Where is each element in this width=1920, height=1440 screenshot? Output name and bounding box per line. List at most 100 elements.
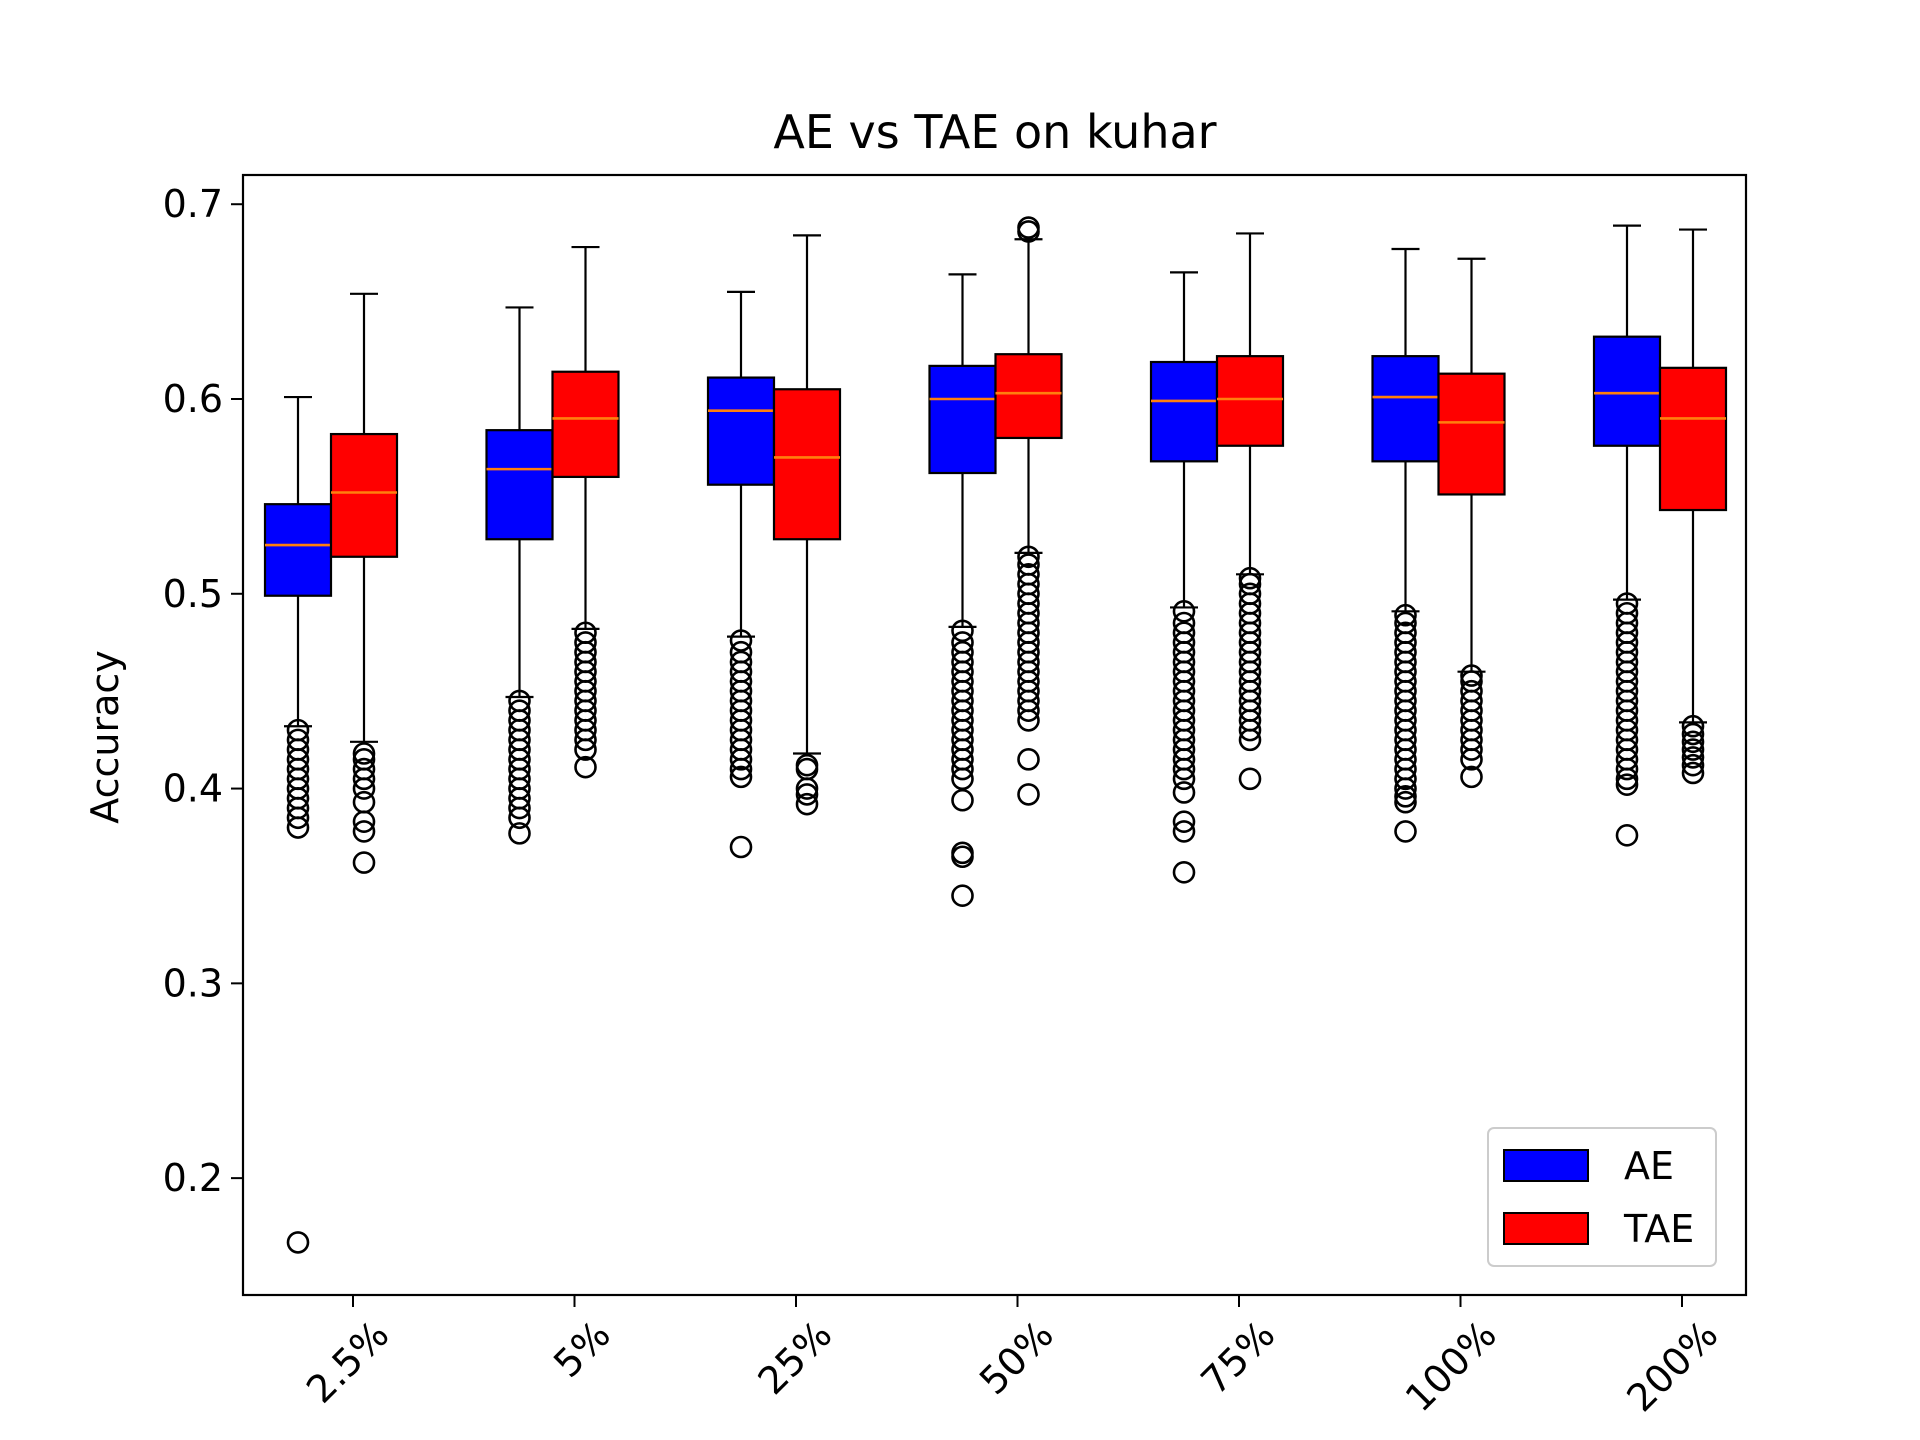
outlier-point <box>352 820 376 843</box>
box-body <box>706 376 776 486</box>
box-body <box>1658 366 1728 512</box>
outlier-point <box>352 790 376 814</box>
outlier-point <box>1394 767 1417 791</box>
outlier-point <box>508 806 531 830</box>
y-axis: 0.2 0.3 0.4 0.5 0.6 0.7 <box>163 182 243 1200</box>
tae-box-25- <box>772 234 842 816</box>
tae-box-50- <box>994 216 1063 806</box>
outlier-point <box>1172 781 1196 804</box>
outlier-point <box>352 767 376 791</box>
outlier-point <box>1460 765 1483 789</box>
legend: AE TAE <box>1487 1127 1717 1267</box>
outlier-point <box>1017 709 1040 732</box>
outlier-point <box>1681 722 1705 746</box>
box-body <box>1215 355 1285 447</box>
legend-label-ae: AE <box>1624 1144 1674 1188</box>
outlier-point <box>1017 748 1040 771</box>
outlier-point <box>1238 566 1262 590</box>
outlier-point <box>951 757 974 781</box>
box-body <box>551 370 620 479</box>
x-tick-label: 5% <box>545 1312 619 1386</box>
y-axis-label: Accuracy <box>83 650 127 824</box>
outlier-point <box>1017 783 1040 806</box>
outlier-point <box>1681 753 1705 777</box>
outlier-point <box>729 835 753 859</box>
outlier-point <box>1615 757 1639 781</box>
outlier-point <box>1172 810 1196 833</box>
outlier-point <box>352 777 376 800</box>
outlier-point <box>1681 738 1705 761</box>
outlier-point <box>1172 820 1196 843</box>
outlier-point <box>1172 861 1196 884</box>
x-tick-label: 100% <box>1397 1312 1505 1420</box>
outlier-point <box>574 728 597 752</box>
box-body <box>485 429 554 541</box>
outlier-point <box>1615 824 1639 847</box>
outlier-point <box>1615 773 1639 796</box>
box-body <box>994 353 1063 440</box>
chart-title: AE vs TAE on kuhar <box>773 105 1216 159</box>
outlier-point <box>729 765 753 789</box>
outlier-point <box>729 629 753 652</box>
legend-swatch-ae <box>1503 1149 1589 1182</box>
box-body <box>772 388 842 541</box>
outlier-point <box>729 748 753 771</box>
outlier-point <box>1172 757 1196 781</box>
tae-box-2-5- <box>329 292 399 874</box>
y-tick-label: 0.6 <box>163 377 223 421</box>
outlier-point <box>951 788 974 812</box>
outlier-point <box>352 851 376 874</box>
x-tick-label: 200% <box>1618 1312 1726 1420</box>
outlier-point <box>1017 699 1040 722</box>
ae-box-75- <box>1149 271 1219 884</box>
x-tick-label: 25% <box>750 1312 841 1403</box>
outlier-point <box>286 1231 310 1254</box>
outlier-point <box>1238 728 1262 752</box>
outlier-point <box>286 816 310 839</box>
outlier-point <box>1681 746 1705 769</box>
outlier-point <box>1460 748 1483 771</box>
outlier-point <box>1238 767 1262 791</box>
y-tick-label: 0.7 <box>163 182 223 226</box>
outlier-point <box>574 755 597 779</box>
box-body <box>329 432 399 558</box>
ae-box-50- <box>928 273 997 907</box>
tae-box-75- <box>1215 232 1285 791</box>
outlier-point <box>352 742 376 765</box>
outlier-point <box>1172 767 1196 791</box>
y-tick-label: 0.4 <box>163 767 223 811</box>
y-tick-label: 0.2 <box>163 1156 223 1200</box>
legend-swatch-tae <box>1503 1212 1589 1245</box>
outlier-point <box>352 810 376 833</box>
outlier-point <box>795 792 819 816</box>
outlier-point <box>1681 761 1705 785</box>
outlier-point <box>1172 600 1196 623</box>
outlier-point <box>508 796 531 820</box>
y-tick-label: 0.3 <box>163 961 223 1005</box>
outlier-point <box>508 822 531 845</box>
y-tick-label: 0.5 <box>163 572 223 616</box>
outlier-point <box>1615 767 1639 791</box>
outlier-point <box>286 806 310 830</box>
outlier-point <box>1394 777 1417 800</box>
outlier-point <box>574 738 597 761</box>
ae-box-5- <box>485 306 554 845</box>
x-tick-label: 50% <box>971 1312 1062 1403</box>
outlier-point <box>1681 714 1705 738</box>
plot-area <box>263 216 1728 1254</box>
tae-box-200- <box>1658 228 1728 785</box>
outlier-point <box>795 783 819 806</box>
outlier-point <box>951 845 974 869</box>
ae-box-25- <box>706 290 776 859</box>
box-body <box>1437 372 1506 496</box>
outlier-point <box>951 767 974 791</box>
outlier-point <box>1460 738 1483 761</box>
ae-box-100- <box>1371 247 1440 843</box>
legend-label-tae: TAE <box>1623 1207 1694 1251</box>
outlier-point <box>729 757 753 781</box>
tae-box-100- <box>1437 257 1506 789</box>
ae-box-2-5- <box>263 395 333 1254</box>
x-axis: 2.5% 5% 25% 50% 75% 100% 200% <box>298 1295 1726 1420</box>
box-body <box>928 364 997 475</box>
